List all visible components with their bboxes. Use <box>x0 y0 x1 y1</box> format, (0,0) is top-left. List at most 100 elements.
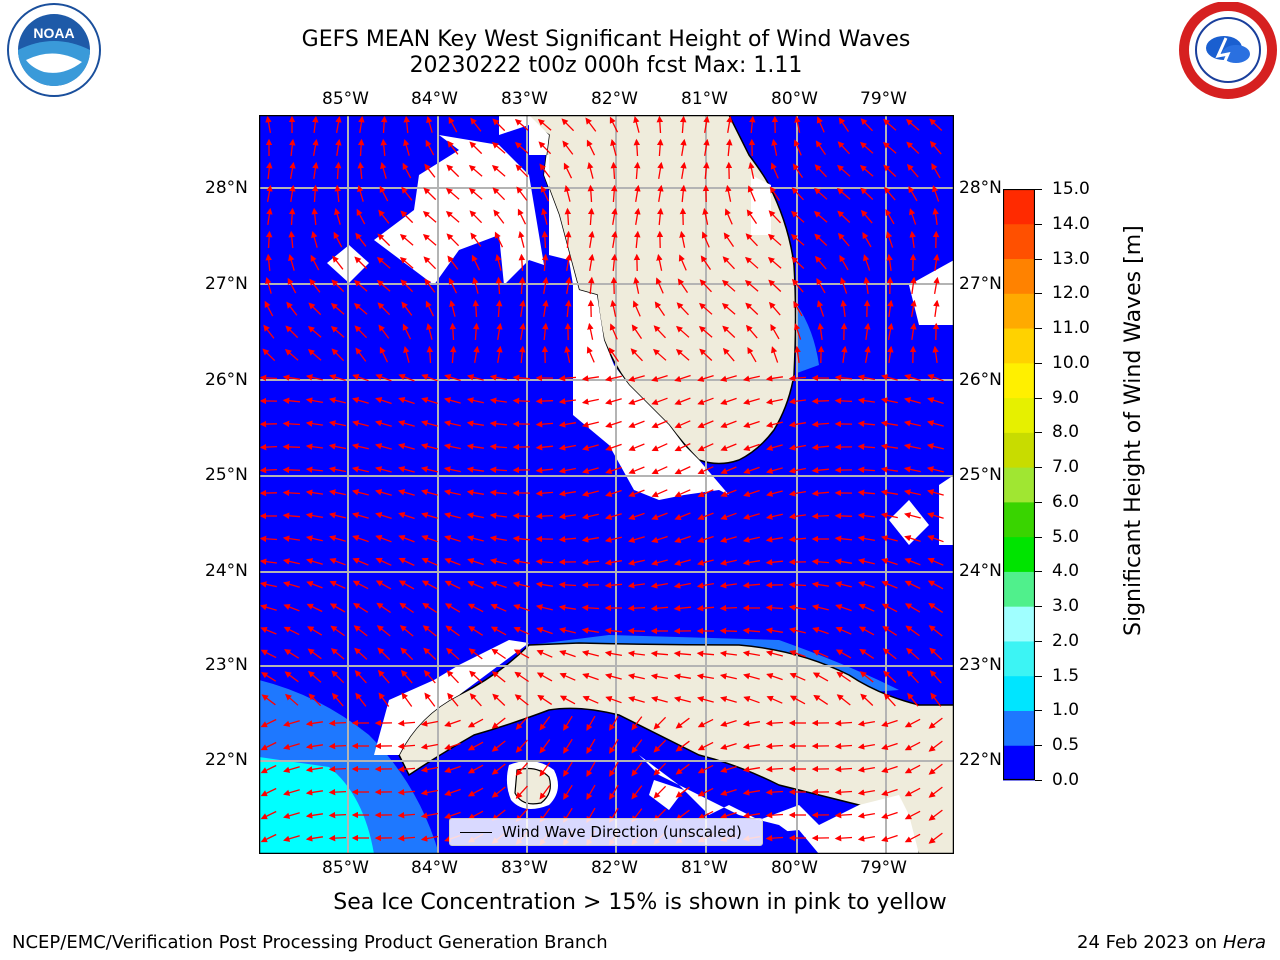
lon-label-top-79w: 79°W <box>860 89 907 109</box>
wave-direction-arrow <box>653 716 667 730</box>
wave-direction-arrow <box>771 138 778 156</box>
wave-direction-arrow <box>581 650 599 657</box>
wave-direction-arrow <box>559 650 576 658</box>
wave-direction-arrow <box>788 467 807 474</box>
wave-direction-arrow <box>444 603 461 613</box>
wave-direction-arrow <box>927 420 944 427</box>
wave-direction-arrow <box>927 373 944 382</box>
wave-direction-arrow <box>259 558 277 565</box>
wave-direction-arrow <box>558 398 576 405</box>
wave-direction-arrow <box>449 300 456 317</box>
colorbar-tick-mark <box>1035 328 1042 330</box>
wave-direction-arrow <box>421 557 438 566</box>
wave-direction-arrow <box>604 627 623 634</box>
wave-direction-arrow <box>857 420 876 427</box>
wave-direction-arrow <box>881 558 898 566</box>
wave-direction-arrow <box>864 322 871 340</box>
wave-direction-arrow <box>742 720 761 727</box>
wave-direction-arrow <box>720 420 737 429</box>
wave-direction-arrow <box>495 276 503 295</box>
wave-direction-arrow <box>422 625 437 637</box>
lat-label-left-24n: 24°N <box>205 561 248 581</box>
wave-direction-arrow <box>352 374 369 382</box>
colorbar-tick: 5.0 <box>1052 526 1080 547</box>
wave-direction-arrow <box>742 789 761 796</box>
wave-direction-arrow <box>421 580 438 590</box>
wave-direction-arrow <box>611 230 618 249</box>
wave-direction-arrow <box>791 256 805 269</box>
wave-direction-arrow <box>519 345 526 364</box>
wave-direction-arrow <box>932 345 939 363</box>
wave-direction-arrow <box>259 466 278 474</box>
wave-direction-arrow <box>881 811 898 819</box>
wave-direction-arrow <box>305 512 324 519</box>
wave-direction-arrow <box>308 693 322 707</box>
wave-direction-arrow <box>535 420 554 428</box>
wave-direction-arrow <box>857 743 876 750</box>
lat-label-right-28n: 28°N <box>959 178 1002 198</box>
wave-direction-arrow <box>422 602 438 613</box>
wave-direction-arrow <box>378 692 390 707</box>
wave-direction-arrow <box>882 648 897 660</box>
colorbar-tick-mark <box>1035 606 1042 608</box>
wave-direction-arrow <box>400 279 414 293</box>
colorbar-tick-mark <box>1035 745 1042 747</box>
wave-direction-arrow <box>790 233 805 246</box>
wave-direction-arrow <box>471 254 481 271</box>
wave-direction-arrow <box>489 420 508 427</box>
wave-direction-arrow <box>837 232 850 247</box>
wave-direction-arrow <box>675 717 690 729</box>
wave-direction-arrow <box>904 718 921 728</box>
wave-direction-arrow <box>264 300 274 317</box>
map-subtitle: 20230222 t00z 000h fcst Max: 1.11 <box>409 53 803 78</box>
wave-direction-arrow <box>724 208 733 225</box>
wave-direction-arrow <box>375 489 392 496</box>
wave-direction-arrow <box>906 647 920 660</box>
wave-direction-arrow <box>788 627 806 634</box>
wave-direction-arrow <box>519 299 526 318</box>
lat-label-right-26n: 26°N <box>959 370 1002 390</box>
wave-direction-arrow <box>328 811 347 819</box>
colorbar-segment <box>1003 397 1035 433</box>
wave-direction-arrow <box>697 810 714 820</box>
wave-direction-arrow <box>283 720 300 727</box>
wave-direction-arrow <box>834 374 853 381</box>
wave-direction-arrow <box>312 161 319 179</box>
wave-direction-arrow <box>378 209 390 224</box>
colorbar-tick-mark <box>1035 780 1042 781</box>
wave-direction-arrow <box>467 580 484 589</box>
lat-label-left-28n: 28°N <box>205 178 248 198</box>
wave-direction-arrow <box>653 762 667 776</box>
wave-direction-arrow <box>288 230 295 249</box>
wave-direction-arrow <box>354 325 368 339</box>
wave-direction-arrow <box>581 604 600 612</box>
wave-direction-arrow <box>860 141 874 154</box>
wave-direction-arrow <box>927 489 944 496</box>
wave-direction-arrow <box>491 141 506 154</box>
wave-direction-arrow <box>489 466 508 474</box>
wave-direction-arrow <box>697 696 714 703</box>
wave-direction-arrow <box>491 717 506 729</box>
wave-direction-arrow <box>375 373 392 382</box>
wave-direction-arrow <box>933 299 940 317</box>
wave-direction-arrow <box>331 692 344 707</box>
wave-direction-arrow <box>282 420 301 428</box>
wave-direction-arrow <box>352 397 369 404</box>
colorbar-label: Significant Height of Wind Waves [m] <box>1121 225 1146 636</box>
wave-direction-arrow <box>512 397 531 405</box>
wave-direction-arrow <box>425 139 435 156</box>
wave-direction-arrow <box>743 489 760 497</box>
wave-direction-arrow <box>282 466 301 474</box>
colorbar-segment <box>1003 467 1035 503</box>
wave-direction-arrow <box>399 625 414 637</box>
wave-direction-arrow <box>305 812 323 819</box>
wave-direction-arrow <box>467 535 484 542</box>
wave-direction-arrow <box>445 187 460 200</box>
wave-direction-arrow <box>857 789 876 796</box>
wave-direction-arrow <box>811 397 830 405</box>
wave-direction-arrow <box>834 834 853 842</box>
wave-direction-arrow <box>512 512 531 520</box>
nws-logo <box>1179 2 1277 99</box>
wave-direction-arrow <box>812 649 829 658</box>
wave-direction-arrow <box>403 115 410 134</box>
